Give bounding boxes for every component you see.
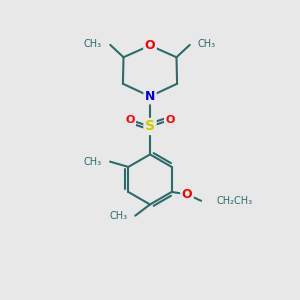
Text: CH₃: CH₃ [110,211,128,221]
Text: CH₂CH₃: CH₂CH₃ [216,196,253,206]
Text: O: O [145,39,155,52]
Text: O: O [125,115,135,125]
Text: S: S [145,119,155,134]
Text: CH₃: CH₃ [84,157,102,166]
Text: O: O [182,188,192,201]
Text: N: N [145,90,155,103]
Text: O: O [165,115,175,125]
Text: CH₃: CH₃ [198,39,216,49]
Text: CH₃: CH₃ [84,39,102,49]
